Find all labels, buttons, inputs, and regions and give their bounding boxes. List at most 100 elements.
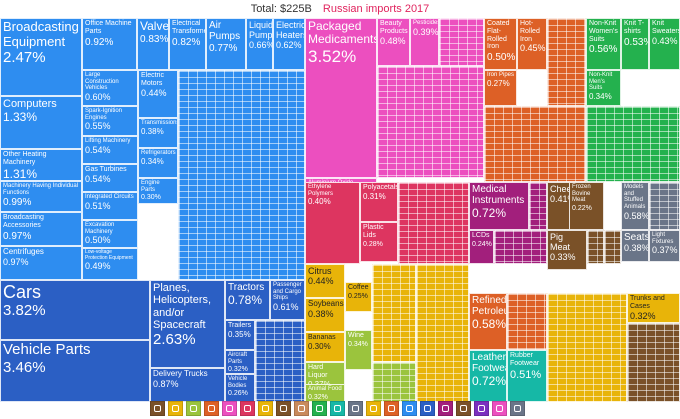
tile-label: Medical Instruments: [472, 184, 525, 207]
tile-value: 0.87%: [153, 378, 179, 389]
treemap-tile[interactable]: Coffee 0.25%: [345, 282, 372, 312]
legend-swatch[interactable]: [240, 401, 255, 416]
treemap-tile[interactable]: Coated Flat-Rolled Iron 0.50%: [484, 18, 517, 70]
legend-swatch[interactable]: [186, 401, 201, 416]
treemap-tile[interactable]: Passenger and Cargo Ships 0.61%: [270, 280, 305, 320]
chart-subtitle: Russian imports 2017: [322, 3, 430, 15]
treemap-tile[interactable]: Wine 0.34%: [345, 330, 372, 370]
treemap-tile[interactable]: Trailers 0.35%: [225, 320, 255, 350]
legend-swatch[interactable]: [168, 401, 183, 416]
treemap-tile[interactable]: Cars 3.82%: [0, 280, 150, 340]
legend-swatch[interactable]: [402, 401, 417, 416]
treemap-tile[interactable]: Gas Turbines 0.54%: [82, 164, 138, 192]
treemap-tile[interactable]: Excavation Machinery 0.50%: [82, 220, 138, 248]
treemap-tile[interactable]: Aircraft Parts 0.32%: [225, 350, 255, 374]
tile-label: Plastic Lids: [363, 224, 384, 239]
treemap-tile[interactable]: Tractors 0.78%: [225, 280, 270, 320]
treemap-tile[interactable]: Knit Sweaters 0.43%: [649, 18, 680, 70]
treemap-tile[interactable]: Non-Knit Men's Suits 0.34%: [586, 70, 621, 106]
treemap-tile[interactable]: Other Heating Machinery 1.31%: [0, 149, 82, 181]
treemap-tile[interactable]: Medical Instruments 0.72%: [469, 182, 529, 230]
treemap-tile[interactable]: Integrated Circuits 0.51%: [82, 192, 138, 220]
treemap-tile[interactable]: Bananas 0.30%: [305, 332, 345, 362]
treemap-tile[interactable]: Refrigerators 0.34%: [138, 148, 178, 178]
tile-value: 3.46%: [3, 358, 46, 376]
treemap-tile[interactable]: Broadcasting Equipment 2.47%: [0, 18, 82, 96]
treemap-tile[interactable]: Electrical Transformers0.82%: [169, 18, 206, 70]
treemap-tile[interactable]: Planes, Helicopters, and/or Spacecraft 2.…: [150, 280, 225, 368]
legend-swatch[interactable]: [384, 401, 399, 416]
tile-label: Passenger and Cargo Ships: [273, 282, 302, 302]
legend-swatch[interactable]: [312, 401, 327, 416]
legend-swatch[interactable]: [222, 401, 237, 416]
treemap-tile[interactable]: Delivery Trucks 0.87%: [150, 368, 225, 402]
legend-swatch[interactable]: [474, 401, 489, 416]
legend-swatch[interactable]: [510, 401, 525, 416]
treemap-tile[interactable]: Seats 0.38%: [621, 230, 649, 262]
treemap-tile[interactable]: Vehicle Parts 3.46%: [0, 340, 150, 402]
treemap-tile[interactable]: Transmissions 0.38%: [138, 118, 178, 148]
tile-label: Electric Motors: [141, 72, 164, 87]
treemap-tile[interactable]: Frozen Bovine Meat 0.22%: [569, 182, 604, 230]
treemap-tile[interactable]: Air Pumps 0.77%: [206, 18, 246, 70]
treemap-tile[interactable]: Non-Knit Women's Suits 0.56%: [586, 18, 621, 70]
treemap-tile[interactable]: Iron Pipes 0.27%: [484, 70, 517, 106]
treemap-tile[interactable]: Vehicle Bodies 0.26%: [225, 374, 255, 402]
legend-swatch[interactable]: [492, 401, 507, 416]
legend-swatch[interactable]: [348, 401, 363, 416]
legend-swatch[interactable]: [366, 401, 381, 416]
tile-value: 0.78%: [228, 293, 263, 308]
treemap-tile[interactable]: Low-voltage Protection Equipment 0.49%: [82, 248, 138, 280]
tile-label: Computers: [3, 98, 57, 110]
minor-tiles-region: [372, 264, 416, 362]
treemap-tile[interactable]: Beauty Products 0.48%: [377, 18, 410, 66]
treemap-tile[interactable]: Pesticides 0.39%: [410, 18, 439, 66]
treemap-tile[interactable]: Ethylene Polymers 0.40%: [305, 182, 360, 264]
treemap-tile[interactable]: Valves0.83%: [137, 18, 169, 70]
category-icon: [262, 405, 269, 412]
treemap-tile[interactable]: Electric Motors 0.44%: [138, 70, 178, 118]
treemap-tile[interactable]: Polyacetals 0.31%: [360, 182, 398, 222]
legend-swatch[interactable]: [330, 401, 345, 416]
treemap-tile[interactable]: Packaged Medicaments 3.52%: [305, 18, 377, 178]
legend-swatch[interactable]: [276, 401, 291, 416]
treemap-tile[interactable]: Machinery Having Individual Functions 0.9…: [0, 181, 82, 212]
treemap-tile[interactable]: Computers 1.33%: [0, 96, 82, 149]
treemap-tile[interactable]: Broadcasting Accessories 0.97%: [0, 212, 82, 246]
tile-value: 0.97%: [3, 230, 32, 242]
tile-label: Delivery Trucks: [153, 369, 208, 378]
treemap-tile[interactable]: Rubber Footwear 0.51%: [507, 350, 547, 402]
legend-swatch[interactable]: [150, 401, 165, 416]
treemap-tile[interactable]: Animal Food 0.32%: [305, 384, 345, 402]
tile-label: Spark-Ignition Engines: [85, 108, 123, 121]
treemap-tile[interactable]: Trunks and Cases 0.32%: [627, 293, 680, 323]
treemap-tile[interactable]: Light Fixtures 0.37%: [649, 230, 680, 262]
tile-label: Coffee: [348, 284, 369, 291]
legend-swatch[interactable]: [204, 401, 219, 416]
legend-swatch[interactable]: [438, 401, 453, 416]
legend-swatch[interactable]: [258, 401, 273, 416]
treemap-tile[interactable]: Citrus 0.44%: [305, 264, 345, 298]
treemap-tile[interactable]: Plastic Lids 0.28%: [360, 222, 398, 262]
treemap-tile[interactable]: Refined Petroleum0.58%: [469, 293, 507, 350]
treemap-tile[interactable]: Soybeans 0.38%: [305, 298, 345, 332]
treemap-tile[interactable]: Models and Stuffed Animals 0.58%: [621, 182, 649, 230]
treemap-tile[interactable]: Pig Meat 0.33%: [547, 230, 587, 270]
treemap-tile[interactable]: Centrifuges 0.97%: [0, 246, 82, 280]
treemap-tile[interactable]: Electric Heaters 0.62%: [273, 18, 305, 70]
treemap-tile[interactable]: Hot-Rolled Iron 0.45%: [517, 18, 547, 70]
treemap-tile[interactable]: Lifting Machinery 0.54%: [82, 136, 138, 164]
treemap-tile[interactable]: Engine Parts 0.30%: [138, 178, 178, 204]
treemap-tile[interactable]: Spark-Ignition Engines 0.55%: [82, 106, 138, 136]
minor-tiles-region: [494, 230, 547, 264]
legend-swatch[interactable]: [420, 401, 435, 416]
treemap-tile[interactable]: Office Machine Parts 0.92%: [82, 18, 137, 70]
legend-swatch[interactable]: [294, 401, 309, 416]
treemap-tile[interactable]: Large Construction Vehicles 0.60%: [82, 70, 138, 106]
tile-value: 1.31%: [3, 166, 38, 181]
treemap-tile[interactable]: LCDs 0.24%: [469, 230, 494, 264]
legend-swatch[interactable]: [456, 401, 471, 416]
